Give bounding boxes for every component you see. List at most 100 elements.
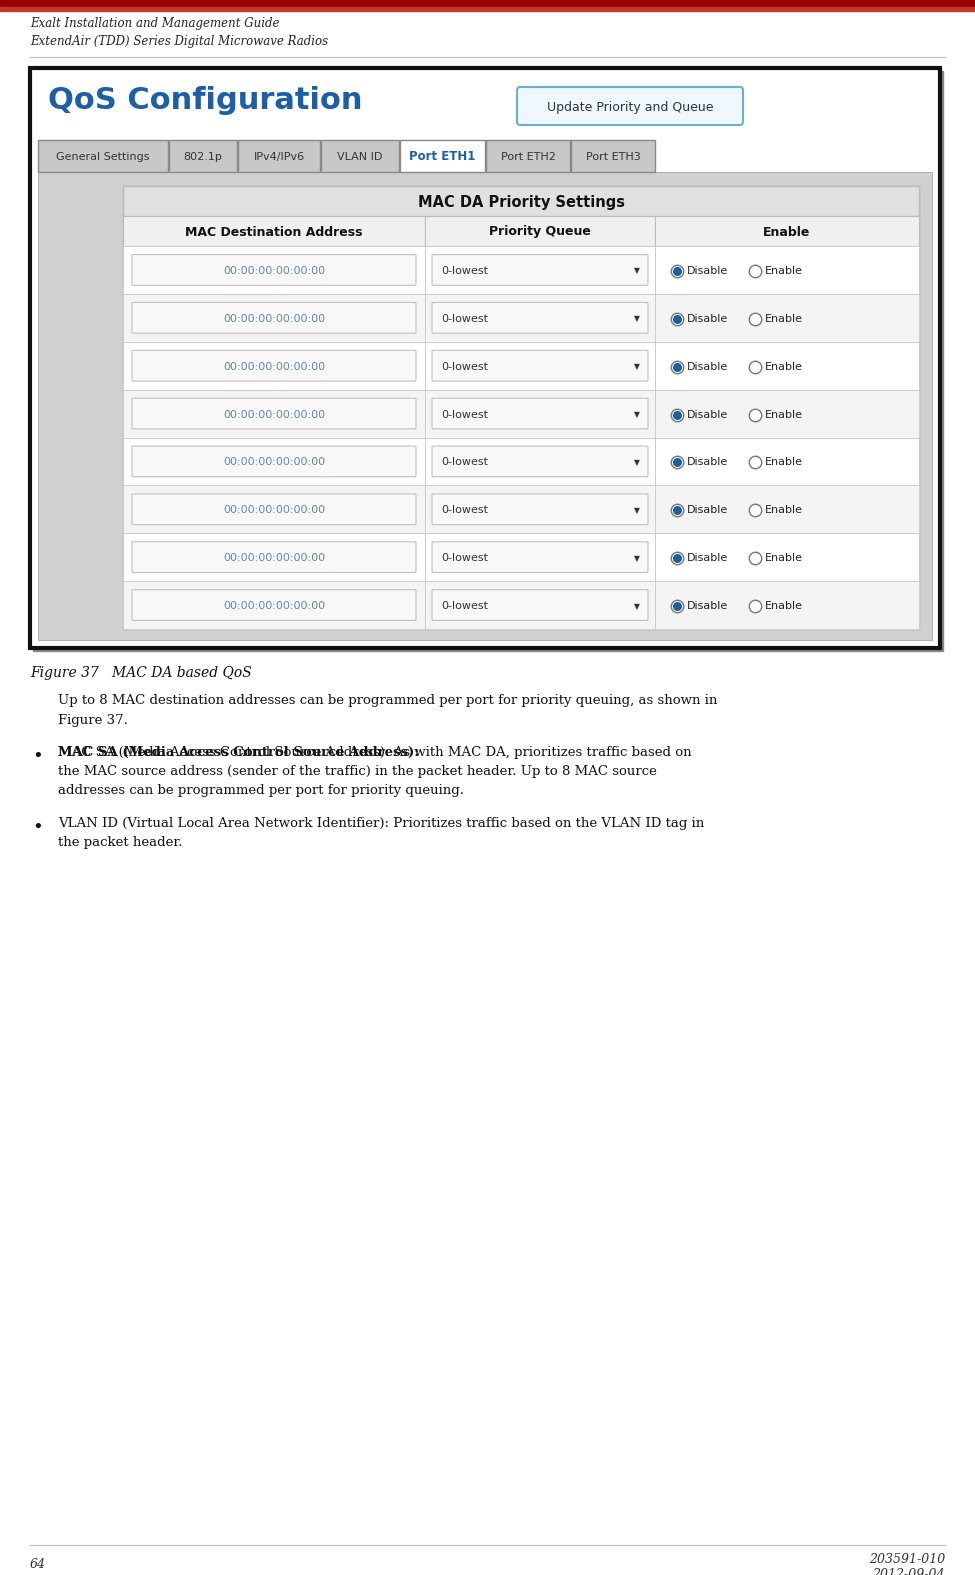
Text: 203591-010: 203591-010 bbox=[869, 1553, 945, 1566]
Bar bbox=[123, 581, 425, 628]
Text: Disable: Disable bbox=[687, 362, 728, 372]
FancyBboxPatch shape bbox=[432, 302, 648, 334]
Text: ▼: ▼ bbox=[634, 315, 640, 323]
Bar bbox=[425, 534, 655, 581]
Text: VLAN ID: VLAN ID bbox=[337, 153, 382, 162]
Bar bbox=[655, 485, 919, 534]
Text: Enable: Enable bbox=[763, 225, 810, 238]
Bar bbox=[400, 140, 485, 172]
Text: Up to 8 MAC destination addresses can be programmed per port for priority queuin: Up to 8 MAC destination addresses can be… bbox=[58, 695, 718, 707]
FancyBboxPatch shape bbox=[432, 398, 648, 428]
FancyBboxPatch shape bbox=[132, 446, 416, 477]
Bar bbox=[123, 389, 425, 438]
Text: Enable: Enable bbox=[765, 457, 803, 468]
Text: Disable: Disable bbox=[687, 506, 728, 515]
Bar bbox=[425, 246, 655, 295]
Text: 00:00:00:00:00:00: 00:00:00:00:00:00 bbox=[223, 410, 325, 419]
Text: ▼: ▼ bbox=[634, 458, 640, 466]
Text: 00:00:00:00:00:00: 00:00:00:00:00:00 bbox=[223, 362, 325, 372]
Text: addresses can be programmed per port for priority queuing.: addresses can be programmed per port for… bbox=[58, 784, 464, 797]
Bar bbox=[486, 140, 570, 172]
Bar bbox=[33, 71, 943, 650]
Text: 2012-09-04: 2012-09-04 bbox=[873, 1569, 945, 1575]
Text: Enable: Enable bbox=[765, 410, 803, 419]
Bar bbox=[425, 342, 655, 389]
Text: 00:00:00:00:00:00: 00:00:00:00:00:00 bbox=[223, 553, 325, 564]
Text: 0-lowest: 0-lowest bbox=[441, 602, 488, 611]
Bar bbox=[38, 172, 932, 639]
Bar bbox=[655, 342, 919, 389]
Bar bbox=[123, 246, 425, 295]
Text: 00:00:00:00:00:00: 00:00:00:00:00:00 bbox=[223, 457, 325, 468]
Bar bbox=[123, 485, 425, 534]
Bar bbox=[425, 295, 655, 342]
Text: ▼: ▼ bbox=[634, 554, 640, 562]
Text: Enable: Enable bbox=[765, 602, 803, 611]
Text: Enable: Enable bbox=[765, 313, 803, 324]
Bar bbox=[169, 140, 237, 172]
FancyBboxPatch shape bbox=[132, 255, 416, 285]
Text: Disable: Disable bbox=[687, 602, 728, 611]
Bar bbox=[655, 389, 919, 438]
Text: the MAC source address (sender of the traffic) in the packet header. Up to 8 MAC: the MAC source address (sender of the tr… bbox=[58, 765, 657, 778]
Text: 00:00:00:00:00:00: 00:00:00:00:00:00 bbox=[223, 506, 325, 515]
Bar bbox=[123, 186, 919, 628]
Text: 0-lowest: 0-lowest bbox=[441, 553, 488, 564]
Text: ▼: ▼ bbox=[634, 362, 640, 372]
Text: 00:00:00:00:00:00: 00:00:00:00:00:00 bbox=[223, 313, 325, 324]
Text: 0-lowest: 0-lowest bbox=[441, 266, 488, 276]
Text: ▼: ▼ bbox=[634, 506, 640, 515]
Text: IPv4/IPv6: IPv4/IPv6 bbox=[254, 153, 304, 162]
Text: Figure 37.: Figure 37. bbox=[58, 713, 128, 728]
FancyBboxPatch shape bbox=[432, 542, 648, 573]
Text: the packet header.: the packet header. bbox=[58, 836, 182, 849]
Text: •: • bbox=[32, 748, 43, 765]
FancyBboxPatch shape bbox=[432, 589, 648, 621]
Bar bbox=[425, 389, 655, 438]
Text: 0-lowest: 0-lowest bbox=[441, 457, 488, 468]
Text: QoS Configuration: QoS Configuration bbox=[48, 87, 363, 115]
Text: Enable: Enable bbox=[765, 506, 803, 515]
Text: Enable: Enable bbox=[765, 266, 803, 276]
FancyBboxPatch shape bbox=[517, 87, 743, 124]
Text: 00:00:00:00:00:00: 00:00:00:00:00:00 bbox=[223, 602, 325, 611]
Bar bbox=[123, 342, 425, 389]
Text: MAC SA (Media Access Control Source Address): As with MAC DA, prioritizes traffi: MAC SA (Media Access Control Source Addr… bbox=[58, 747, 691, 759]
Bar bbox=[30, 68, 940, 647]
FancyBboxPatch shape bbox=[132, 350, 416, 381]
Bar bbox=[655, 581, 919, 628]
Text: 0-lowest: 0-lowest bbox=[441, 506, 488, 515]
Bar bbox=[0, 0, 975, 6]
Text: Disable: Disable bbox=[687, 457, 728, 468]
Bar bbox=[655, 438, 919, 485]
Text: Figure 37   MAC DA based QoS: Figure 37 MAC DA based QoS bbox=[30, 666, 252, 680]
Bar bbox=[38, 140, 168, 172]
Text: Disable: Disable bbox=[687, 410, 728, 419]
Bar bbox=[655, 295, 919, 342]
Bar bbox=[238, 140, 320, 172]
Text: ▼: ▼ bbox=[634, 602, 640, 611]
Text: Port ETH2: Port ETH2 bbox=[500, 153, 556, 162]
Text: Port ETH1: Port ETH1 bbox=[410, 151, 476, 164]
Bar bbox=[655, 216, 919, 246]
Bar bbox=[425, 216, 655, 246]
Text: MAC SA (Media Access Control Source Address):: MAC SA (Media Access Control Source Addr… bbox=[58, 747, 419, 759]
FancyBboxPatch shape bbox=[432, 350, 648, 381]
Text: ▼: ▼ bbox=[634, 410, 640, 419]
FancyBboxPatch shape bbox=[132, 495, 416, 524]
FancyBboxPatch shape bbox=[132, 302, 416, 334]
Text: Enable: Enable bbox=[765, 553, 803, 564]
FancyBboxPatch shape bbox=[432, 255, 648, 285]
Bar bbox=[655, 534, 919, 581]
Text: Exalt Installation and Management Guide: Exalt Installation and Management Guide bbox=[30, 17, 280, 30]
Bar bbox=[123, 295, 425, 342]
Text: MAC DA Priority Settings: MAC DA Priority Settings bbox=[417, 194, 625, 209]
Text: Disable: Disable bbox=[687, 266, 728, 276]
Text: Port ETH3: Port ETH3 bbox=[586, 153, 641, 162]
Bar bbox=[571, 140, 655, 172]
Text: 802.1p: 802.1p bbox=[183, 153, 222, 162]
Text: General Settings: General Settings bbox=[57, 153, 150, 162]
Bar bbox=[123, 216, 425, 246]
Text: Priority Queue: Priority Queue bbox=[489, 225, 591, 238]
Text: Disable: Disable bbox=[687, 313, 728, 324]
